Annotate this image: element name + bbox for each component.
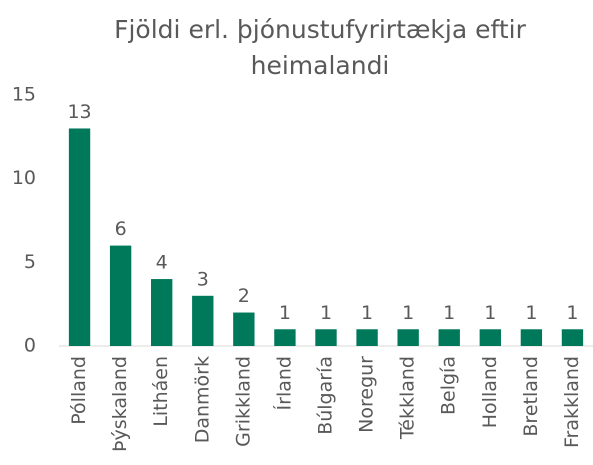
bar [233, 312, 255, 346]
x-tick-label: Írland [272, 356, 295, 410]
x-tick-label: Holland [479, 356, 501, 428]
y-tick-label: 10 [12, 167, 36, 189]
x-tick-label: Belgía [438, 356, 460, 415]
bar [192, 295, 214, 346]
y-tick-label: 0 [24, 335, 36, 357]
data-label: 1 [320, 302, 332, 324]
bar [479, 329, 501, 346]
bar [274, 329, 296, 346]
chart-title: Fjöldi erl. þjónustufyrirtækja eftir hei… [114, 15, 526, 80]
x-tick-label: Grikkland [232, 356, 254, 447]
x-tick-label: Litháen [150, 356, 172, 427]
y-tick-label: 5 [24, 251, 36, 273]
x-tick-label: Bretland [520, 356, 542, 437]
data-label: 1 [402, 302, 414, 324]
data-label: 6 [115, 218, 127, 240]
x-tick-label: Pólland [68, 356, 90, 425]
x-tick-label: Frakkland [561, 356, 583, 448]
bar [561, 329, 584, 346]
bar [151, 279, 173, 346]
x-tick-label: Búlgaría [315, 356, 337, 435]
bar [109, 245, 132, 346]
x-tick-label: Þýskaland [109, 356, 131, 452]
data-label: 13 [67, 101, 91, 123]
x-tick-label: Danmörk [191, 356, 213, 443]
bar [68, 128, 91, 346]
data-label: 1 [525, 302, 537, 324]
x-tick-label: Tékkland [397, 356, 419, 440]
bar [356, 329, 378, 346]
data-label: 1 [443, 302, 455, 324]
data-label: 3 [197, 268, 209, 290]
data-label: 1 [279, 302, 291, 324]
bar [438, 329, 460, 346]
bar [520, 329, 543, 346]
data-label: 1 [361, 302, 373, 324]
x-tick-label: Noregur [356, 356, 378, 433]
data-label: 1 [484, 302, 496, 324]
data-label: 4 [156, 252, 168, 274]
bar [315, 329, 337, 346]
bar [397, 329, 419, 346]
data-label: 1 [566, 302, 578, 324]
data-label: 2 [238, 285, 250, 307]
y-tick-label: 15 [12, 84, 36, 106]
